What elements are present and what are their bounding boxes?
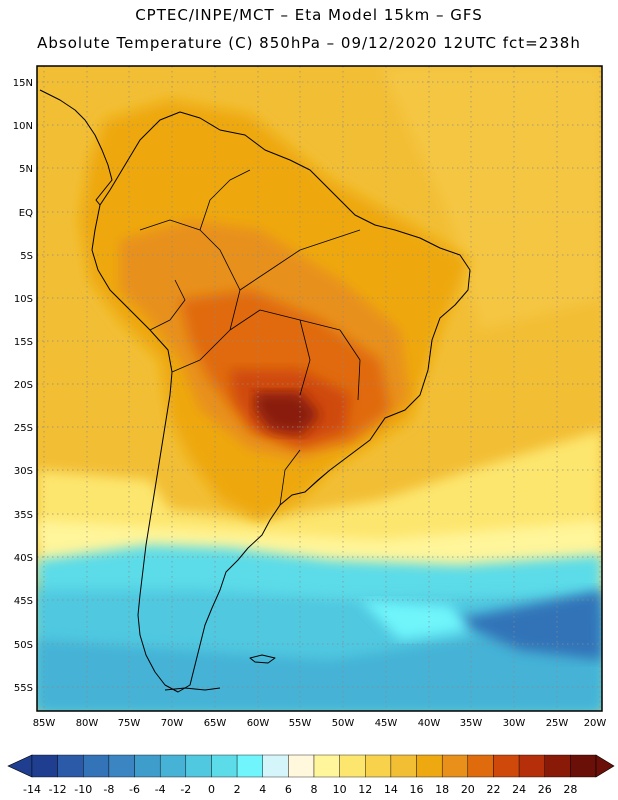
- lon-label: 45W: [375, 718, 398, 729]
- colorbar-label: -14: [23, 783, 41, 796]
- colorbar-swatch: [493, 754, 520, 778]
- lat-label: 5S: [20, 251, 33, 262]
- lat-label: 10N: [13, 121, 33, 132]
- colorbar-label: -2: [180, 783, 191, 796]
- colorbar-label: 14: [384, 783, 398, 796]
- colorbar-label: 12: [358, 783, 372, 796]
- lon-label: 85W: [33, 718, 56, 729]
- colorbar-swatch: [262, 754, 289, 778]
- colorbar-swatch: [159, 754, 187, 778]
- colorbar-swatch: [185, 754, 212, 778]
- lon-label: 60W: [247, 718, 270, 729]
- central-america-outline: [39, 89, 113, 206]
- colorbar-label: 22: [486, 783, 500, 796]
- lat-label: 15S: [14, 337, 33, 348]
- lat-label: 10S: [14, 294, 33, 305]
- graticule: [37, 66, 602, 711]
- colorbar-label: 28: [563, 783, 577, 796]
- lon-label: 20W: [584, 718, 607, 729]
- colorbar-swatch: [108, 754, 135, 778]
- lat-label: 25S: [14, 423, 33, 434]
- field-cold-ocean: [37, 610, 602, 711]
- colorbar-swatch: [288, 754, 315, 778]
- lon-label: 80W: [76, 718, 99, 729]
- colorbar-swatch: [441, 754, 469, 778]
- lat-label: EQ: [19, 208, 33, 219]
- colorbar-label: 4: [259, 783, 266, 796]
- colorbar-swatch: [211, 754, 238, 778]
- colorbar-label: 16: [410, 783, 424, 796]
- colorbar-arrow-low: [7, 754, 33, 778]
- field-northeast: [380, 66, 602, 330]
- temperature-field: [37, 66, 602, 711]
- colorbar-swatch: [467, 754, 494, 778]
- colorbar-label: -4: [155, 783, 166, 796]
- colorbar-swatch: [31, 754, 58, 778]
- tierra-del-fuego: [164, 687, 221, 691]
- colorbar-swatch: [416, 754, 443, 778]
- lat-label: 55S: [14, 683, 33, 694]
- lat-label: 15N: [13, 78, 33, 89]
- lon-label: 65W: [204, 718, 227, 729]
- lon-label: 50W: [332, 718, 355, 729]
- field-band-yellow: [37, 430, 602, 560]
- lat-label: 20S: [14, 380, 33, 391]
- lon-label: 70W: [161, 718, 184, 729]
- colorbar-arrow-high: [595, 754, 615, 778]
- colorbar-swatch: [544, 754, 571, 778]
- longitude-labels: 85W 80W 75W 70W 65W 60W 55W 50W 45W 40W …: [33, 718, 607, 729]
- field-land-hottest: [255, 392, 320, 435]
- lat-label: 45S: [14, 596, 33, 607]
- field-aqua-patch: [360, 600, 470, 640]
- colorbar-swatch: [570, 754, 597, 778]
- colorbar-label: 24: [512, 783, 526, 796]
- latitude-labels: 15N 10N 5N EQ 5S 10S 15S 20S 25S 30S 35S…: [13, 78, 33, 694]
- colorbar-label: 20: [461, 783, 475, 796]
- colorbar-label: 26: [538, 783, 552, 796]
- field-cold-patch: [450, 590, 602, 660]
- colorbar-label: 0: [208, 783, 215, 796]
- lon-label: 40W: [418, 718, 441, 729]
- coastlines: [39, 89, 471, 693]
- colorbar-swatch: [518, 754, 545, 778]
- colorbar: -14 -12 -10 -8 -6 -4 -2 0 2 4 6 8 10 12 14 16 18 20 22 24 26…: [7, 754, 615, 796]
- colorbar-swatch: [390, 754, 417, 778]
- colorbar-swatch: [313, 754, 340, 778]
- colorbar-label: 10: [333, 783, 347, 796]
- lat-label: 50S: [14, 640, 33, 651]
- colorbar-label: -6: [129, 783, 140, 796]
- colorbar-swatch: [57, 754, 84, 778]
- colorbar-label: -8: [103, 783, 114, 796]
- colorbar-swatch: [339, 754, 366, 778]
- map-title-line1: CPTEC/INPE/MCT – Eta Model 15km – GFS: [135, 6, 483, 24]
- lat-label: 5N: [19, 164, 33, 175]
- colorbar-label: 18: [435, 783, 449, 796]
- lon-label: 55W: [289, 718, 312, 729]
- colorbar-swatch: [365, 754, 392, 778]
- lat-label: 40S: [14, 553, 33, 564]
- map-title-line2: Absolute Temperature (C) 850hPa – 09/12/…: [37, 34, 581, 52]
- colorbar-swatch: [236, 754, 263, 778]
- colorbar-label: -12: [49, 783, 67, 796]
- colorbar-label: -10: [74, 783, 92, 796]
- colorbar-swatch: [83, 754, 110, 778]
- lon-label: 75W: [118, 718, 141, 729]
- falkland-islands: [249, 654, 276, 664]
- map-frame: [36, 65, 603, 712]
- lat-label: 35S: [14, 510, 33, 521]
- colorbar-label: 8: [311, 783, 318, 796]
- country-borders: [139, 169, 361, 506]
- colorbar-swatch: [134, 754, 161, 778]
- colorbar-label: 6: [285, 783, 292, 796]
- lon-label: 30W: [503, 718, 526, 729]
- lon-label: 35W: [460, 718, 483, 729]
- lon-label: 25W: [546, 718, 569, 729]
- colorbar-label: 2: [234, 783, 241, 796]
- lat-label: 30S: [14, 466, 33, 477]
